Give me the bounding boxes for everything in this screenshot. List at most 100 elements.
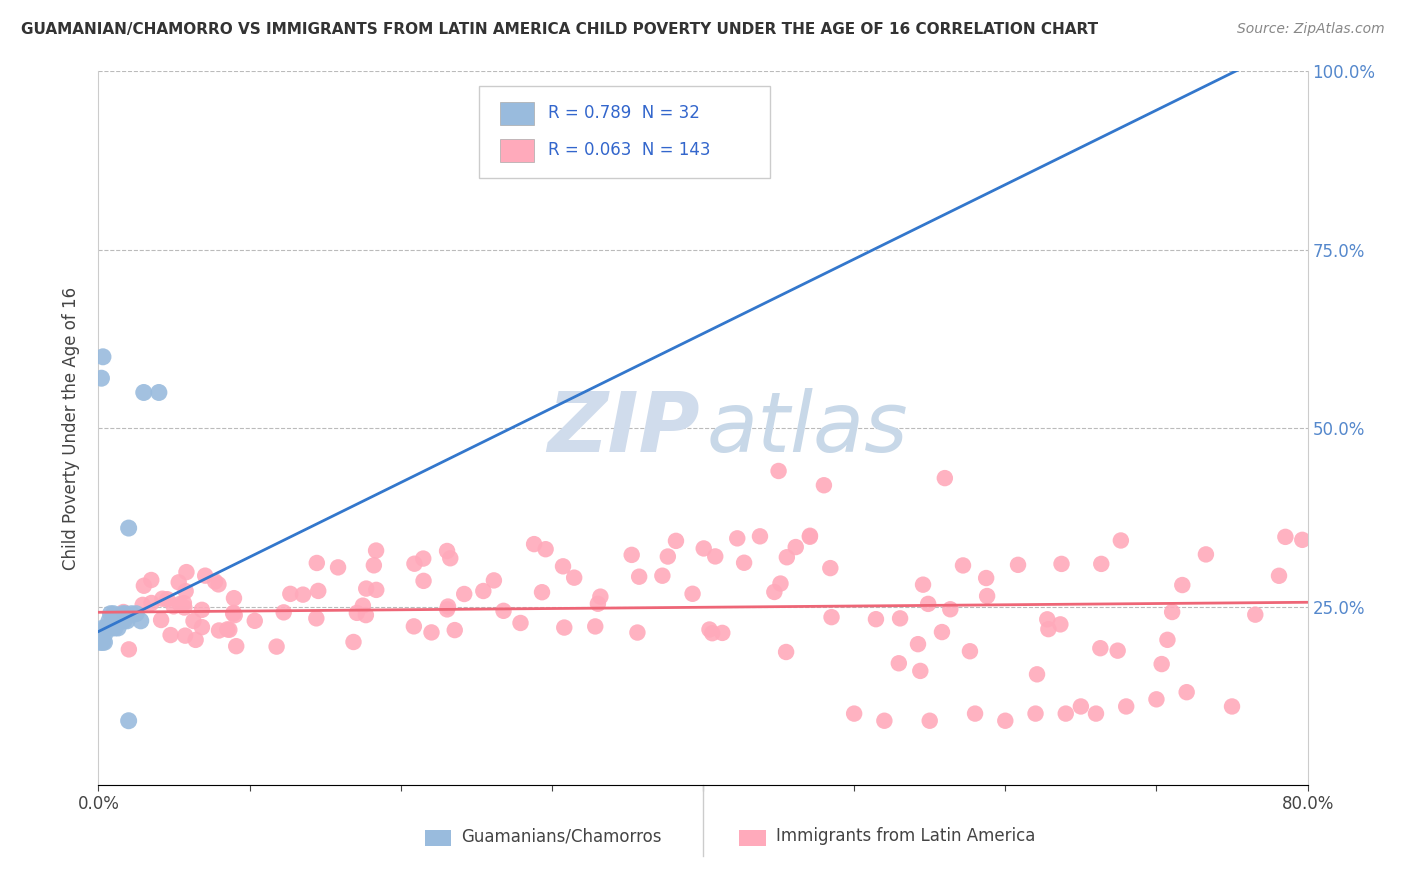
Point bbox=[439, 551, 461, 566]
Point bbox=[89, 635, 111, 649]
Point bbox=[118, 642, 141, 657]
Point bbox=[112, 605, 135, 619]
Point bbox=[174, 629, 197, 643]
Point bbox=[326, 560, 349, 574]
Point bbox=[217, 623, 239, 637]
Point bbox=[354, 608, 377, 623]
Point bbox=[183, 614, 205, 628]
Point bbox=[1038, 622, 1060, 636]
Text: R = 0.789  N = 32: R = 0.789 N = 32 bbox=[548, 103, 700, 121]
Point bbox=[96, 621, 118, 635]
Point bbox=[509, 615, 531, 630]
Point bbox=[939, 602, 962, 616]
Point bbox=[702, 626, 724, 640]
Point bbox=[141, 596, 163, 610]
Point bbox=[626, 625, 648, 640]
Point bbox=[115, 614, 138, 628]
Point bbox=[820, 561, 842, 575]
Point bbox=[167, 575, 190, 590]
Point bbox=[131, 598, 153, 612]
Point bbox=[1090, 641, 1112, 656]
Point bbox=[799, 530, 821, 544]
Point bbox=[785, 540, 807, 554]
Point bbox=[436, 602, 458, 616]
Point bbox=[1107, 643, 1129, 657]
Point bbox=[94, 621, 117, 635]
Point bbox=[132, 579, 155, 593]
Point bbox=[163, 599, 186, 614]
Point bbox=[1291, 533, 1313, 547]
Point bbox=[121, 607, 143, 621]
FancyBboxPatch shape bbox=[479, 86, 769, 178]
Point bbox=[107, 621, 129, 635]
Point bbox=[346, 606, 368, 620]
Point bbox=[551, 559, 574, 574]
Point bbox=[768, 464, 790, 478]
Point bbox=[799, 529, 821, 543]
Point bbox=[194, 568, 217, 582]
Point bbox=[873, 714, 896, 728]
Point bbox=[305, 556, 328, 570]
Point bbox=[844, 706, 866, 721]
Point bbox=[1220, 699, 1243, 714]
Point bbox=[173, 596, 195, 610]
Point bbox=[222, 591, 245, 606]
Point bbox=[1024, 706, 1046, 721]
Point bbox=[218, 623, 240, 637]
Point bbox=[273, 606, 295, 620]
Text: Guamanians/Chamorros: Guamanians/Chamorros bbox=[461, 828, 662, 846]
Point bbox=[482, 574, 505, 588]
Point bbox=[959, 644, 981, 658]
Point bbox=[100, 607, 122, 621]
Point bbox=[112, 614, 135, 628]
Point bbox=[820, 610, 842, 624]
FancyBboxPatch shape bbox=[740, 830, 766, 846]
Point bbox=[1175, 685, 1198, 699]
Point bbox=[150, 613, 173, 627]
Point bbox=[453, 587, 475, 601]
Point bbox=[974, 571, 997, 585]
Point bbox=[243, 614, 266, 628]
Point bbox=[191, 620, 214, 634]
Point bbox=[412, 574, 434, 588]
Point bbox=[1085, 706, 1108, 721]
Point bbox=[94, 621, 117, 635]
Text: Immigrants from Latin America: Immigrants from Latin America bbox=[776, 828, 1035, 846]
Point bbox=[776, 550, 799, 565]
Point bbox=[1195, 548, 1218, 562]
Point bbox=[90, 635, 112, 649]
Point bbox=[207, 577, 229, 591]
Point bbox=[931, 625, 953, 640]
Point bbox=[562, 571, 585, 585]
Point bbox=[420, 625, 443, 640]
Point bbox=[114, 607, 136, 621]
Point bbox=[222, 606, 245, 620]
Point bbox=[492, 604, 515, 618]
Point bbox=[1049, 617, 1071, 632]
Point bbox=[98, 614, 121, 628]
Point bbox=[910, 664, 932, 678]
Point bbox=[725, 532, 748, 546]
Point bbox=[352, 599, 374, 613]
Point bbox=[769, 576, 792, 591]
Point bbox=[1161, 605, 1184, 619]
Point bbox=[363, 558, 385, 573]
Point bbox=[711, 626, 734, 640]
Point bbox=[775, 645, 797, 659]
Point bbox=[93, 635, 115, 649]
Point bbox=[1026, 667, 1049, 681]
Point bbox=[364, 543, 387, 558]
Y-axis label: Child Poverty Under the Age of 16: Child Poverty Under the Age of 16 bbox=[62, 286, 80, 570]
Point bbox=[994, 714, 1017, 728]
Point bbox=[952, 558, 974, 573]
Point bbox=[918, 714, 941, 728]
Point bbox=[583, 619, 606, 633]
Point bbox=[1109, 533, 1132, 548]
Point bbox=[657, 549, 679, 564]
Point bbox=[150, 591, 173, 606]
Point bbox=[225, 639, 247, 653]
FancyBboxPatch shape bbox=[501, 139, 534, 162]
Point bbox=[91, 635, 114, 649]
Point bbox=[129, 614, 152, 628]
Point bbox=[174, 584, 197, 599]
